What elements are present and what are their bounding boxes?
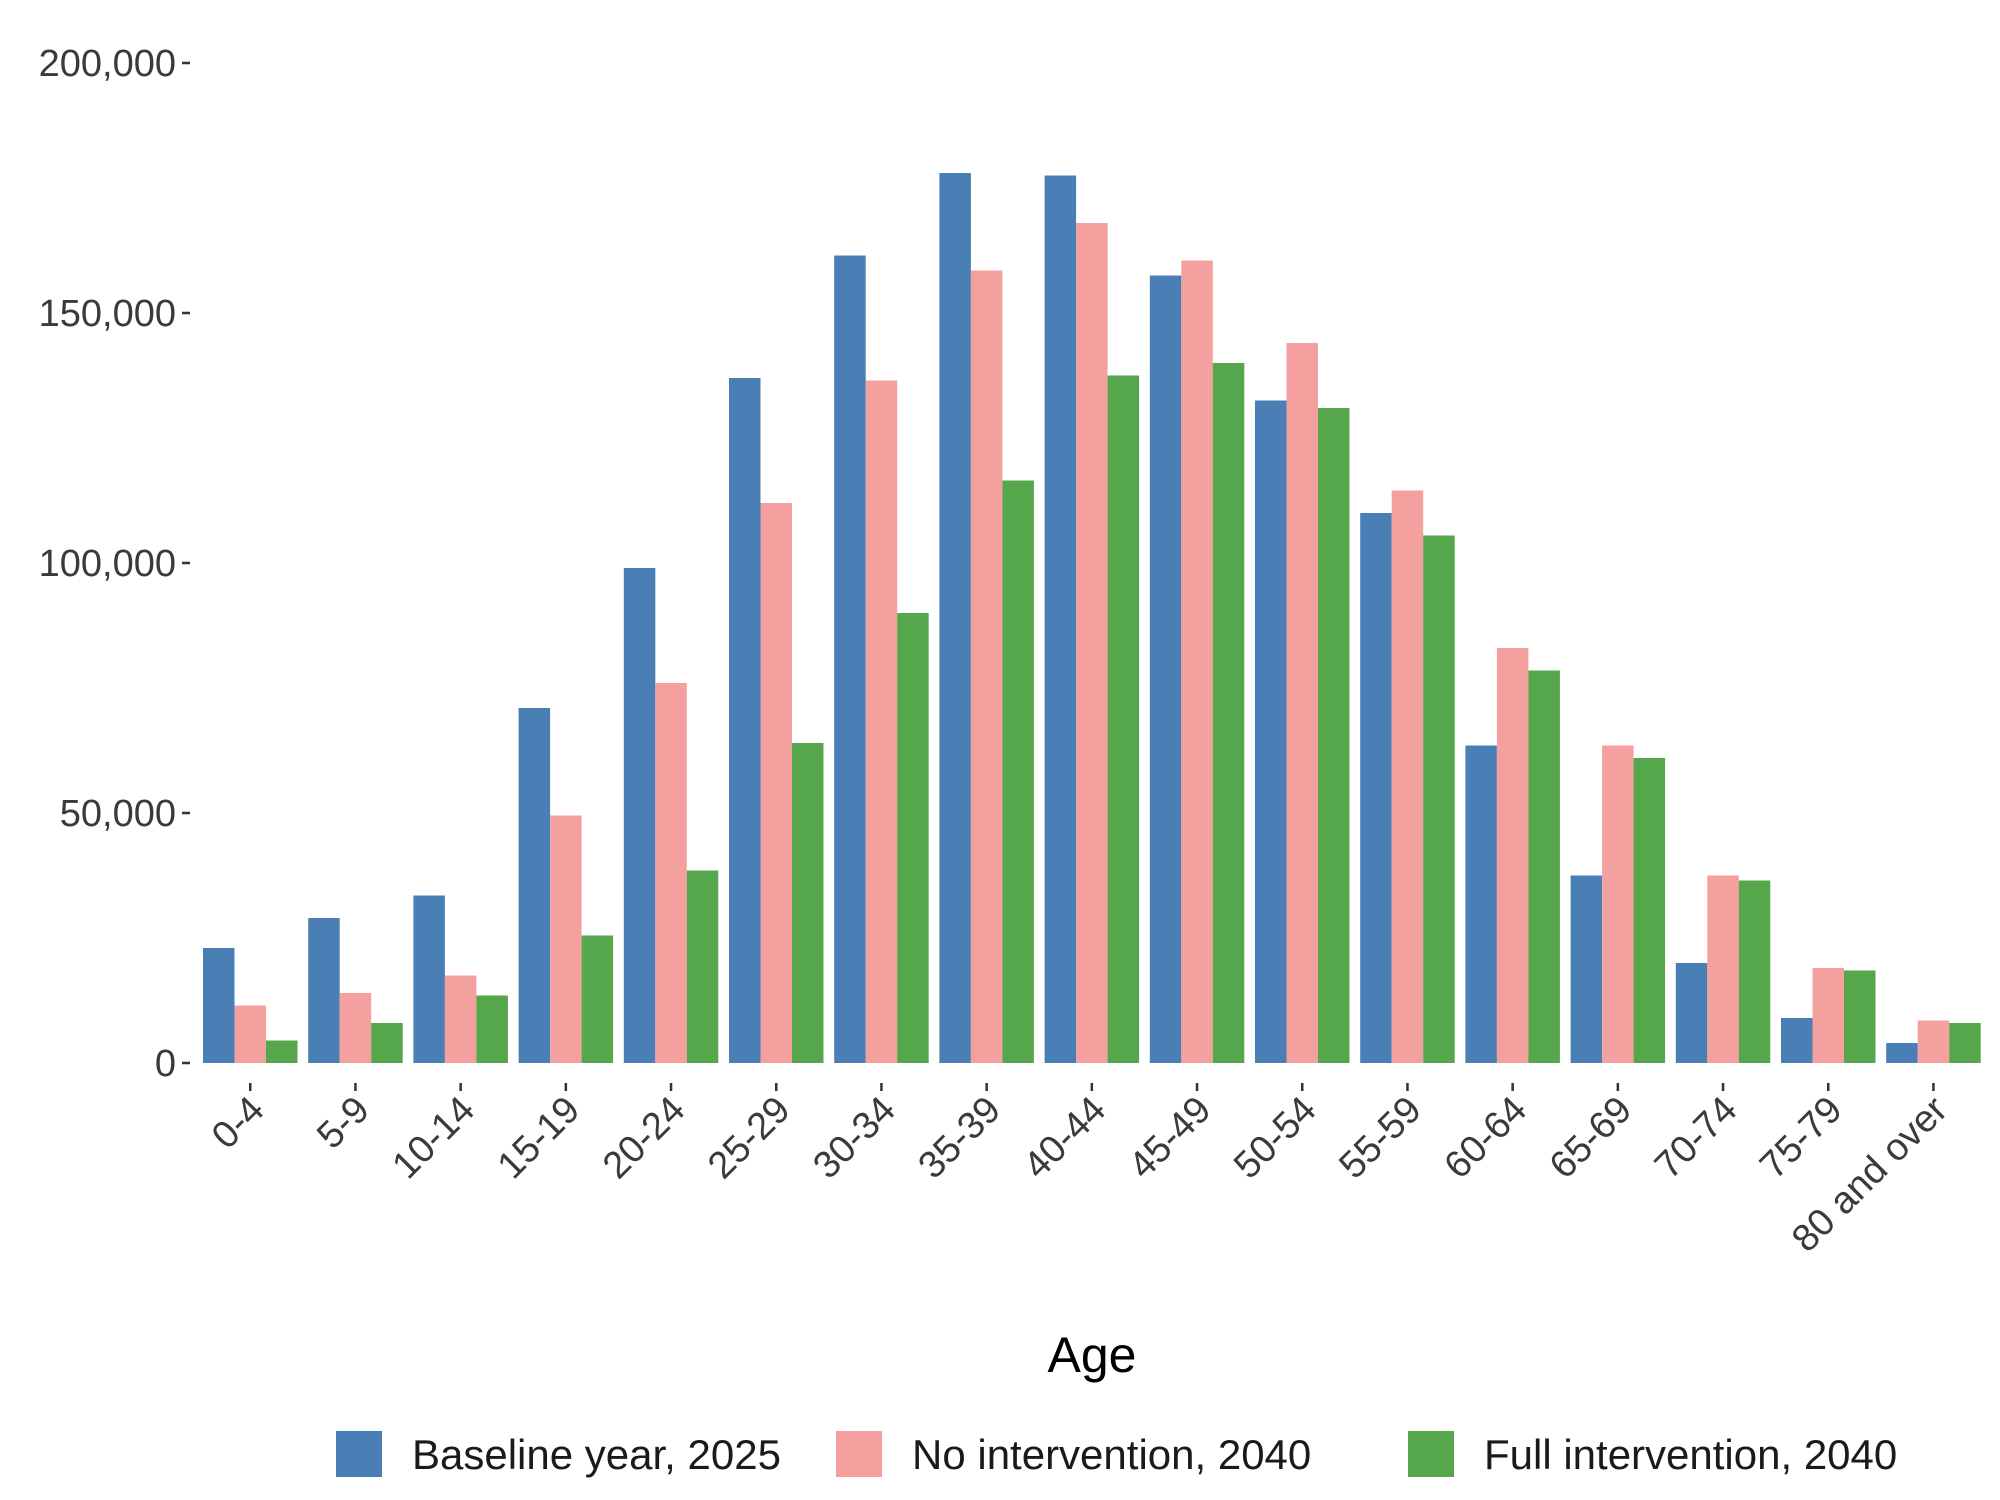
bar-35-39-series-3 (1002, 480, 1034, 1063)
bar-35-39-series-1 (939, 173, 971, 1063)
x-tick-label: 35-39 (911, 1089, 1009, 1187)
y-tick-label: 50,000 (60, 793, 176, 835)
x-tick-label: 30-34 (805, 1089, 903, 1187)
legend-label-2: No intervention, 2040 (912, 1431, 1311, 1478)
bar-45-49-series-3 (1212, 363, 1245, 1063)
bar-65-69-series-2 (1602, 745, 1634, 1063)
x-tick-label: 70-74 (1647, 1089, 1745, 1187)
x-tick-label: 0-4 (204, 1089, 273, 1158)
bar-50-54-series-3 (1318, 408, 1350, 1063)
legend-swatch-3 (1408, 1431, 1454, 1477)
x-tick-label: 40-44 (1016, 1089, 1114, 1187)
y-tick-label: 200,000 (39, 43, 176, 85)
bar-20-24-series-2 (655, 683, 687, 1063)
x-tick-label: 65-69 (1542, 1089, 1640, 1187)
bar-40-44-series-1 (1044, 175, 1077, 1063)
bar-5-9-series-3 (371, 1023, 403, 1063)
legend-label-3: Full intervention, 2040 (1484, 1431, 1897, 1478)
bar-25-29-series-3 (792, 743, 824, 1063)
x-tick-label: 75-79 (1752, 1089, 1850, 1187)
bar-75-79-series-3 (1844, 970, 1876, 1063)
bar-65-69-series-3 (1633, 758, 1666, 1063)
bar-70-74-series-3 (1738, 880, 1771, 1063)
bar-45-49-series-2 (1181, 260, 1213, 1063)
legend-swatch-2 (836, 1431, 882, 1477)
bar-60-64-series-2 (1496, 648, 1529, 1063)
x-tick-label: 10-14 (385, 1089, 483, 1187)
y-tick-label: 150,000 (39, 293, 176, 335)
bar-70-74-series-1 (1675, 963, 1708, 1063)
bar-55-59-series-2 (1391, 490, 1424, 1063)
bar-55-59-series-1 (1360, 513, 1392, 1063)
x-tick-label: 15-19 (490, 1089, 588, 1187)
x-tick-label: 45-49 (1121, 1089, 1219, 1187)
bar-30-34-series-2 (865, 380, 898, 1063)
x-tick-label: 50-54 (1226, 1089, 1324, 1187)
bars (203, 173, 1981, 1063)
bar-80-and-over-series-3 (1949, 1023, 1981, 1063)
y-axis: 0 50,000 100,000 150,000 200,000 (39, 43, 190, 1085)
legend-label-1: Baseline year, 2025 (412, 1431, 781, 1478)
bar-50-54-series-1 (1255, 400, 1287, 1063)
bar-0-4-series-2 (234, 1005, 266, 1063)
bar-25-29-series-1 (729, 378, 761, 1063)
bar-80-and-over-series-2 (1917, 1020, 1950, 1063)
bar-60-64-series-3 (1528, 670, 1560, 1063)
x-tick-label: 60-64 (1437, 1089, 1535, 1187)
x-tick-label: 20-24 (595, 1089, 693, 1187)
bar-15-19-series-3 (581, 935, 614, 1063)
bar-0-4-series-3 (266, 1040, 298, 1063)
legend-swatch-1 (336, 1431, 382, 1477)
bar-75-79-series-1 (1781, 1018, 1813, 1063)
bar-30-34-series-1 (834, 255, 866, 1063)
bar-80-and-over-series-1 (1886, 1043, 1918, 1063)
bar-10-14-series-1 (413, 895, 445, 1063)
bar-40-44-series-3 (1107, 375, 1140, 1063)
x-axis: 0-4 5-9 10-14 15-19 20-24 25-29 30-34 35-39 40-4… (204, 1083, 1956, 1260)
x-tick-label: 55-59 (1331, 1089, 1429, 1187)
bar-35-39-series-2 (970, 270, 1003, 1063)
bar-15-19-series-2 (550, 815, 582, 1063)
x-axis-title: Age (1048, 1327, 1137, 1383)
y-tick-label: 0 (155, 1043, 176, 1085)
legend: Baseline year, 2025 No intervention, 2040… (336, 1431, 1897, 1478)
bar-50-54-series-2 (1286, 343, 1318, 1063)
y-tick-label: 100,000 (39, 543, 176, 585)
bar-30-34-series-3 (897, 613, 929, 1063)
bar-0-4-series-1 (203, 948, 235, 1063)
bar-10-14-series-3 (476, 995, 508, 1063)
x-tick-label: 5-9 (309, 1089, 378, 1158)
bar-20-24-series-1 (623, 568, 656, 1063)
x-tick-label: 25-29 (700, 1089, 798, 1187)
bar-55-59-series-3 (1423, 535, 1455, 1063)
bar-5-9-series-1 (308, 918, 340, 1063)
bar-20-24-series-3 (686, 870, 719, 1063)
bar-65-69-series-1 (1570, 875, 1603, 1063)
bar-70-74-series-2 (1707, 875, 1739, 1063)
bar-10-14-series-2 (444, 975, 477, 1063)
bar-25-29-series-2 (760, 503, 792, 1063)
bar-60-64-series-1 (1465, 745, 1497, 1063)
bar-75-79-series-2 (1812, 968, 1844, 1063)
bar-5-9-series-2 (339, 993, 372, 1063)
bar-45-49-series-1 (1149, 275, 1182, 1063)
bar-15-19-series-1 (518, 708, 551, 1063)
bar-40-44-series-2 (1076, 223, 1108, 1063)
